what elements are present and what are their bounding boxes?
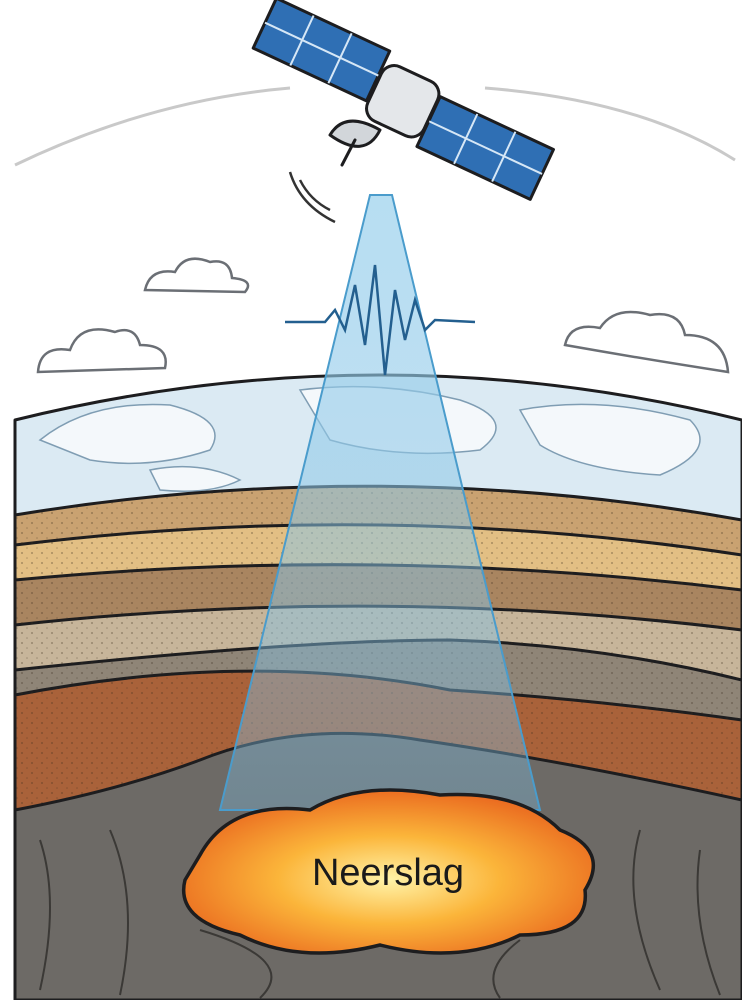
sky-arc	[15, 88, 290, 165]
satellite	[245, 0, 562, 222]
page: Neerslag (() => { const data = JSON.pars…	[0, 0, 742, 1000]
deposit-label: Neerslag	[312, 852, 464, 894]
illustration: Neerslag	[0, 0, 742, 1000]
